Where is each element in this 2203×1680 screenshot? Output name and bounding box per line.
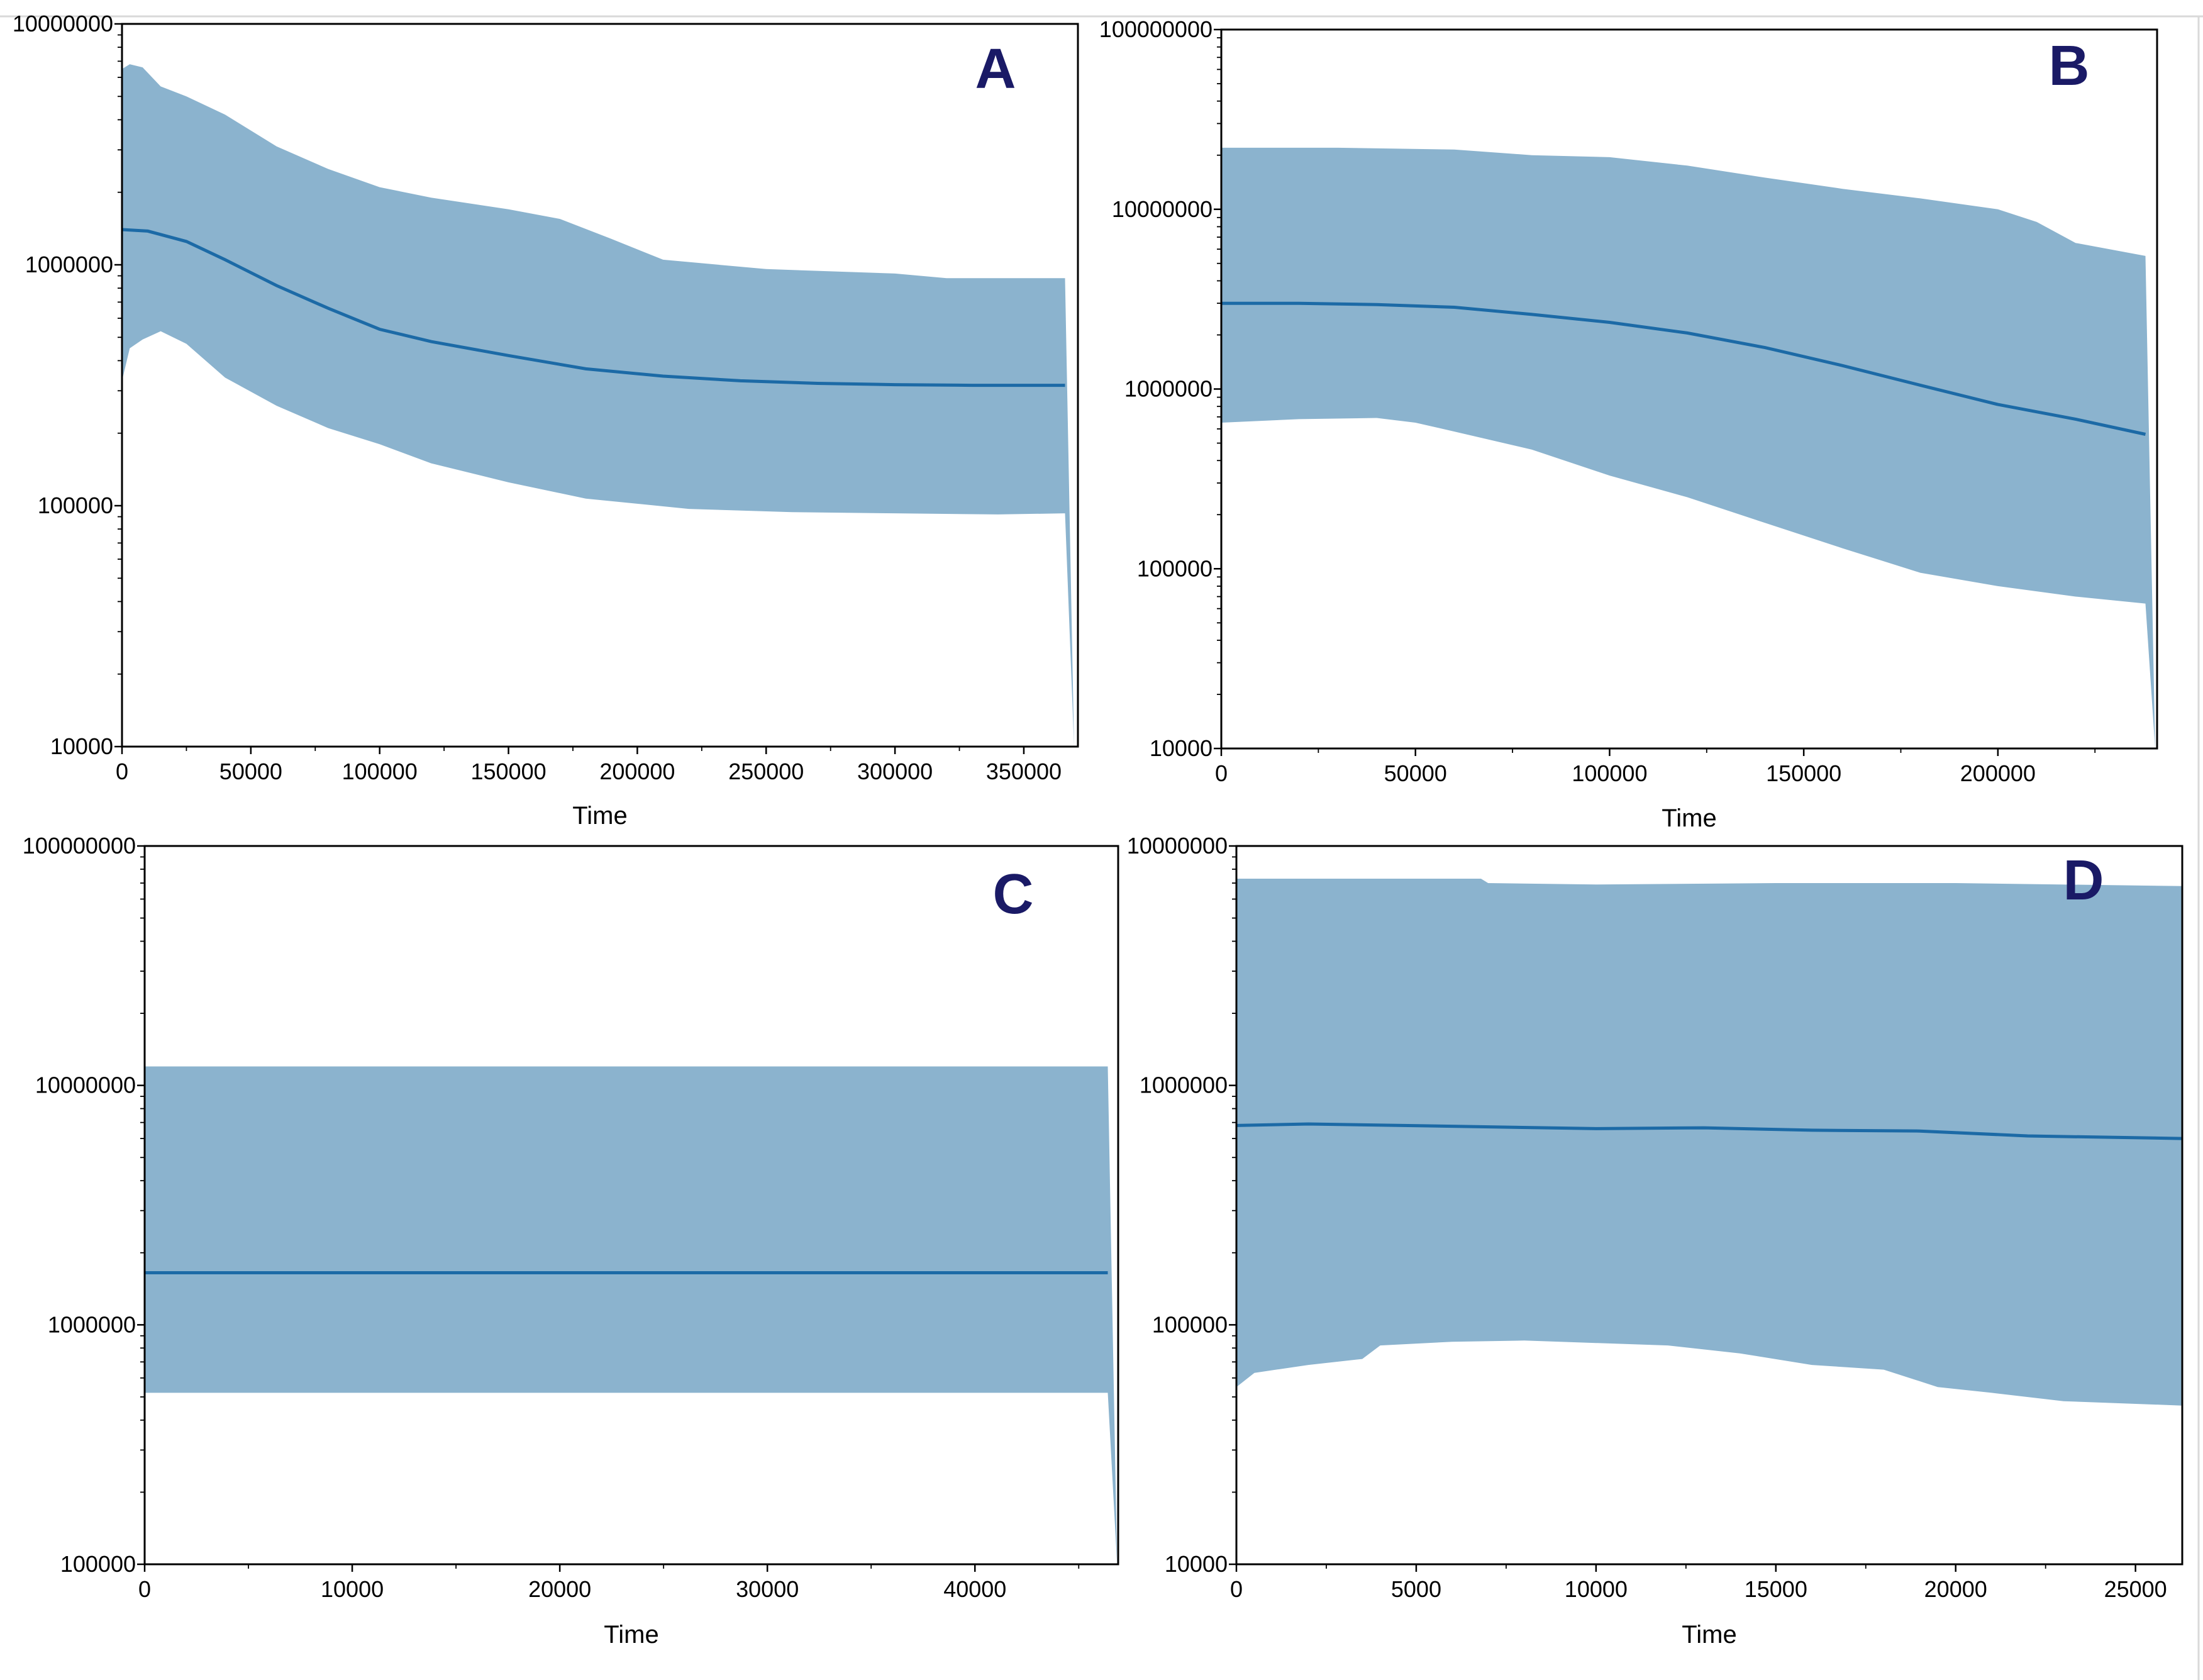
panel-label: A: [975, 38, 1016, 101]
hpd-band: [1221, 147, 2155, 748]
x-tick-label: 0: [138, 1576, 151, 1602]
y-tick-label: 10000000: [35, 1072, 136, 1098]
x-tick-label: 10000: [1565, 1576, 1628, 1602]
panel-label: B: [2049, 35, 2090, 97]
x-tick-label: 5000: [1391, 1576, 1441, 1602]
y-tick-label: 10000: [1165, 1551, 1228, 1577]
panel-d: 10000 100000 1000000 10000000 0 5000 10000 1500…: [1127, 833, 2184, 1649]
x-tick-label: 20000: [1924, 1576, 1987, 1602]
x-tick-label: 0: [1215, 760, 1228, 786]
x-tick-label: 150000: [1766, 760, 1841, 786]
hpd-band: [1236, 879, 2182, 1406]
x-tick-label: 0: [116, 759, 128, 784]
x-tick-label: 30000: [736, 1576, 799, 1602]
x-tick-label: 15000: [1745, 1576, 1807, 1602]
x-tick-label: 100000: [1572, 760, 1647, 786]
panel-b: 10000 100000 1000000 10000000 100000000 0 5000…: [1099, 16, 2158, 832]
y-tick-label: 100000000: [23, 833, 136, 859]
x-tick-label: 20000: [528, 1576, 591, 1602]
panel-a: 10000 100000 1000000 10000000 0 50000 100000 15…: [13, 11, 1079, 830]
x-tick-label: 350000: [986, 759, 1062, 784]
x-tick-label: 50000: [219, 759, 282, 784]
y-tick-label: 100000: [1152, 1311, 1228, 1337]
y-tick-label: 10000000: [1127, 833, 1228, 859]
panel-label: D: [2063, 849, 2104, 912]
median-line: [1221, 301, 2146, 436]
plot-frame: [121, 23, 1079, 748]
x-tick-label: 40000: [943, 1576, 1006, 1602]
y-tick-label: 10000000: [13, 11, 113, 36]
panel-label: C: [993, 863, 1034, 926]
y-tick-label: 100000: [38, 492, 113, 518]
plot-frame: [143, 845, 1119, 1566]
y-tick-label: 10000: [1150, 735, 1212, 761]
x-tick-label: 25000: [2104, 1576, 2167, 1602]
x-tick-label: 150000: [470, 759, 546, 784]
hpd-band: [145, 1066, 1118, 1564]
y-tick-label: 1000000: [1140, 1072, 1228, 1098]
x-axis-title: Time: [572, 802, 627, 830]
plot-frame: [1235, 845, 2184, 1566]
x-tick-label: 10000: [321, 1576, 384, 1602]
x-tick-label: 0: [1230, 1576, 1243, 1602]
x-tick-label: 200000: [1960, 760, 2036, 786]
x-axis-title: Time: [604, 1621, 658, 1649]
y-tick-label: 100000: [1137, 555, 1212, 581]
median-line: [1236, 1122, 2183, 1140]
y-tick-label: 10000000: [1112, 196, 1212, 222]
x-tick-label: 100000: [342, 759, 418, 784]
y-tick-label: 1000000: [1124, 376, 1212, 402]
x-tick-label: 50000: [1384, 760, 1447, 786]
y-tick-label: 100000: [60, 1551, 136, 1577]
median-line: [121, 228, 1065, 387]
y-tick-label: 10000: [50, 733, 113, 759]
x-tick-label: 300000: [857, 759, 933, 784]
x-axis-title: Time: [1662, 804, 1716, 832]
x-axis-title: Time: [1682, 1621, 1736, 1649]
x-tick-label: 250000: [728, 759, 804, 784]
y-tick-label: 1000000: [48, 1311, 136, 1337]
hpd-band: [122, 64, 1074, 747]
panel-c: 100000 1000000 10000000 100000000 0 10000 2000…: [23, 833, 1119, 1649]
y-tick-label: 1000000: [25, 252, 113, 277]
x-tick-label: 200000: [599, 759, 675, 784]
y-tick-label: 100000000: [1099, 16, 1212, 42]
